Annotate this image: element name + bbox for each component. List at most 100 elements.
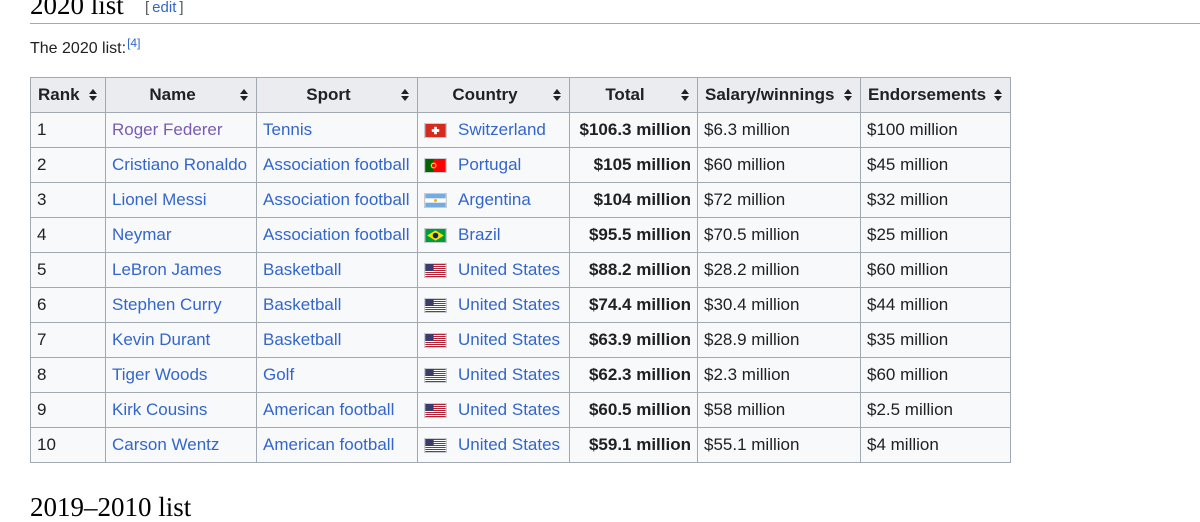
sport-link[interactable]: Basketball <box>263 295 342 314</box>
name-cell: Carson Wentz <box>105 427 257 463</box>
athlete-link[interactable]: Carson Wentz <box>112 435 220 454</box>
sport-cell: Association football <box>256 217 418 253</box>
sport-link[interactable]: Golf <box>263 365 295 384</box>
country-link[interactable]: United States <box>458 400 561 419</box>
sport-link[interactable]: Association football <box>263 155 410 174</box>
section-title: 2020 list <box>30 0 124 20</box>
name-cell: Stephen Curry <box>105 287 257 323</box>
sport-link[interactable]: Basketball <box>263 260 342 279</box>
country-cell: United States <box>417 322 570 358</box>
name-cell: Roger Federer <box>105 112 257 148</box>
salary-cell: $60 million <box>697 147 861 183</box>
column-header-rank[interactable]: Rank <box>30 77 106 113</box>
edit-link[interactable]: edit <box>152 0 177 16</box>
endorsements-cell: $45 million <box>859 147 1012 183</box>
total-cell: $59.1 million <box>569 427 698 463</box>
column-header-total[interactable]: Total <box>569 77 698 113</box>
endorsements-cell: $44 million <box>859 287 1012 323</box>
sport-cell: American football <box>256 427 418 463</box>
table-row: 4 Neymar Association football Brazil $95.5 m… <box>30 217 1012 253</box>
sport-link[interactable]: Tennis <box>263 120 313 139</box>
endorsements-cell: $60 million <box>859 357 1012 393</box>
country-link[interactable]: Switzerland <box>458 120 546 139</box>
salary-cell: $70.5 million <box>697 217 861 253</box>
citation-link[interactable]: [4] <box>127 36 141 50</box>
salary-cell: $30.4 million <box>697 287 861 323</box>
athlete-link[interactable]: Roger Federer <box>112 120 223 139</box>
table-row: 7 Kevin Durant Basketball United States $63.… <box>30 322 1012 358</box>
table-row: 9 Kirk Cousins American football United Sta… <box>30 392 1012 428</box>
sport-link[interactable]: Association football <box>263 225 410 244</box>
country-link[interactable]: United States <box>458 330 561 349</box>
total-cell: $88.2 million <box>569 252 698 288</box>
column-header-label: Sport <box>306 85 351 104</box>
endorsements-cell: $35 million <box>859 322 1012 358</box>
sport-link[interactable]: American football <box>263 400 395 419</box>
usa-flag-icon <box>424 332 447 348</box>
sort-icon <box>844 89 852 101</box>
usa-flag-icon <box>424 262 447 278</box>
column-header-salary[interactable]: Salary/winnings <box>697 77 861 113</box>
country-cell: Switzerland <box>417 112 570 148</box>
athlete-link[interactable]: Kevin Durant <box>112 330 211 349</box>
edit-bracket-close: ] <box>179 0 184 16</box>
sport-link[interactable]: American football <box>263 435 395 454</box>
usa-flag-icon <box>424 437 447 453</box>
table-row: 2 Cristiano Ronaldo Association football Po… <box>30 147 1012 183</box>
athlete-link[interactable]: Kirk Cousins <box>112 400 208 419</box>
country-link[interactable]: United States <box>458 365 561 384</box>
country-link[interactable]: Argentina <box>458 190 531 209</box>
column-header-sport[interactable]: Sport <box>256 77 418 113</box>
athlete-link[interactable]: Tiger Woods <box>112 365 208 384</box>
total-cell: $95.5 million <box>569 217 698 253</box>
usa-flag-icon <box>424 367 447 383</box>
country-cell: United States <box>417 357 570 393</box>
athlete-link[interactable]: Stephen Curry <box>112 295 222 314</box>
column-header-label: Name <box>149 85 196 104</box>
edit-bracket-open: [ <box>145 0 150 16</box>
table-row: 8 Tiger Woods Golf United States $62.3 milli… <box>30 357 1012 393</box>
salary-cell: $58 million <box>697 392 861 428</box>
sport-cell: American football <box>256 392 418 428</box>
sport-link[interactable]: Association football <box>263 190 410 209</box>
country-link[interactable]: United States <box>458 260 561 279</box>
athlete-link[interactable]: Cristiano Ronaldo <box>112 155 248 174</box>
rank-cell: 10 <box>30 427 106 463</box>
table-row: 6 Stephen Curry Basketball United States $74… <box>30 287 1012 323</box>
country-link[interactable]: United States <box>458 435 561 454</box>
total-cell: $105 million <box>569 147 698 183</box>
country-cell: United States <box>417 427 570 463</box>
brazil-flag-icon <box>424 227 447 243</box>
sport-cell: Basketball <box>256 252 418 288</box>
name-cell: Tiger Woods <box>105 357 257 393</box>
endorsements-cell: $2.5 million <box>859 392 1012 428</box>
country-cell: United States <box>417 252 570 288</box>
column-header-endorsements[interactable]: Endorsements <box>859 77 1012 113</box>
column-header-label: Rank <box>38 85 80 104</box>
country-link[interactable]: Brazil <box>458 225 501 244</box>
country-link[interactable]: United States <box>458 295 561 314</box>
sort-icon <box>681 89 689 101</box>
athlete-link[interactable]: LeBron James <box>112 260 222 279</box>
table-row: 5 LeBron James Basketball United States $88.… <box>30 252 1012 288</box>
country-cell: Brazil <box>417 217 570 253</box>
endorsements-cell: $25 million <box>859 217 1012 253</box>
column-header-country[interactable]: Country <box>417 77 570 113</box>
sport-link[interactable]: Basketball <box>263 330 342 349</box>
athlete-link[interactable]: Neymar <box>112 225 172 244</box>
column-header-name[interactable]: Name <box>105 77 257 113</box>
total-cell: $62.3 million <box>569 357 698 393</box>
athlete-link[interactable]: Lionel Messi <box>112 190 207 209</box>
sort-icon <box>89 89 97 101</box>
endorsements-cell: $60 million <box>859 252 1012 288</box>
column-header-label: Country <box>452 85 518 104</box>
total-cell: $74.4 million <box>569 287 698 323</box>
usa-flag-icon <box>424 402 447 418</box>
salary-cell: $2.3 million <box>697 357 861 393</box>
country-link[interactable]: Portugal <box>458 155 522 174</box>
column-header-label: Total <box>605 85 645 104</box>
table-row: 3 Lionel Messi Association football Argenti… <box>30 182 1012 218</box>
sport-cell: Basketball <box>256 287 418 323</box>
salary-cell: $72 million <box>697 182 861 218</box>
sport-cell: Basketball <box>256 322 418 358</box>
